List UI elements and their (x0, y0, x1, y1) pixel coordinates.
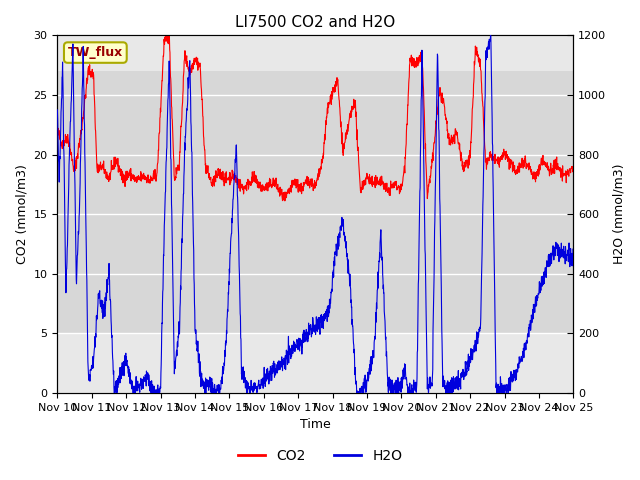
Legend: CO2, H2O: CO2, H2O (232, 443, 408, 468)
Y-axis label: H2O (mmol/m3): H2O (mmol/m3) (612, 164, 625, 264)
Title: LI7500 CO2 and H2O: LI7500 CO2 and H2O (236, 15, 396, 30)
Bar (58, 71, 573, 334)
Text: TW_flux: TW_flux (68, 46, 123, 59)
X-axis label: Time: Time (300, 419, 331, 432)
Y-axis label: CO2 (mmol/m3): CO2 (mmol/m3) (15, 164, 28, 264)
